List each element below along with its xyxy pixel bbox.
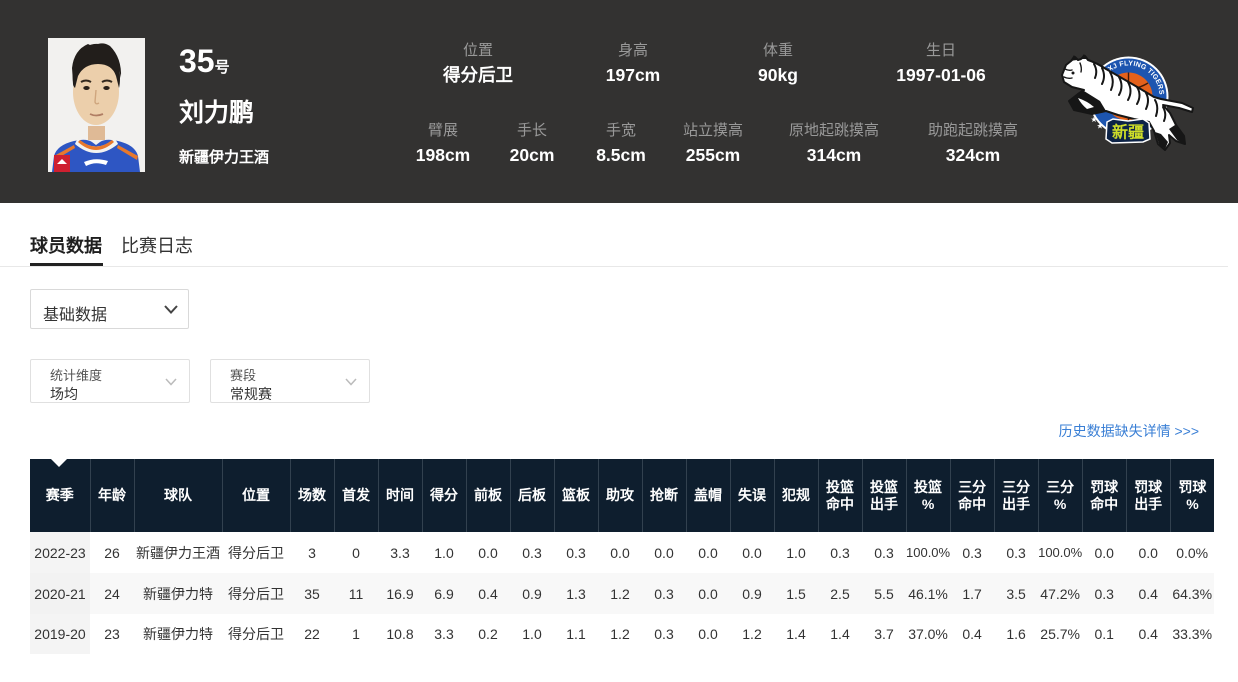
svg-text:新疆: 新疆 [1112, 123, 1144, 142]
